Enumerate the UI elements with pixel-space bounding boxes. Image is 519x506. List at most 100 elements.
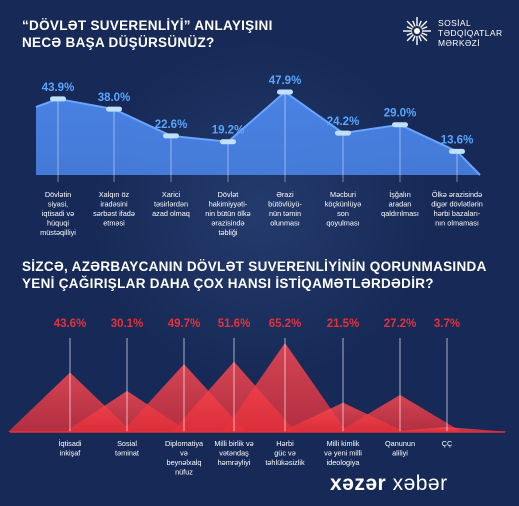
background-glow: [90, 40, 430, 380]
logo: SOSİAL TƏDQİQATLAR MƏRKƏZİ: [402, 16, 512, 50]
logo-ray: [420, 20, 428, 28]
area-category-label: Ölkə ərazisində: [432, 190, 482, 199]
area-category-label: təbliği: [218, 228, 237, 237]
triangle-category-label: Qanunun: [385, 439, 415, 448]
area-category-label: etməsi: [103, 219, 125, 228]
triangle-category-label: nüfuz: [175, 468, 193, 477]
triangle-category-label: Diplomatiya: [165, 439, 204, 448]
area-category-label: hakimiyyəti-: [209, 200, 248, 209]
logo-ray: [418, 35, 422, 42]
question-2-line-2: YENİ ÇAĞIRIŞLAR DAHA ÇOX HANSI İSTİQAMƏT…: [22, 276, 434, 291]
logo-ray: [421, 26, 428, 30]
triangle-value-label: 43.6%: [54, 318, 87, 330]
triangle-category-label: və: [180, 449, 188, 458]
logo-ray: [420, 34, 428, 42]
brand-part-2: xəbər: [392, 472, 448, 495]
area-point-marker: [50, 96, 66, 102]
area-value-label: 22.6%: [155, 119, 188, 131]
area-value-label: 29.0%: [384, 108, 417, 120]
area-point-marker: [335, 130, 351, 136]
triangle-category-label: həmrəyliyi: [218, 458, 251, 467]
logo-ray: [418, 20, 422, 27]
triangle-category-label: aliliyi: [392, 449, 408, 458]
area-category-label: hüquqi: [47, 219, 69, 228]
brand-part-1: xəzər: [330, 472, 387, 495]
area-category-label: nün təmin: [269, 209, 301, 218]
area-value-label: 24.2%: [327, 116, 360, 128]
question-2-title: SİZCƏ, AZƏRBAYCANIN DÖVLƏT SUVERENLİYİNİ…: [22, 258, 487, 292]
area-category-label: təsirlərdən: [154, 200, 188, 209]
logo-ray: [412, 35, 416, 42]
area-value-label: 43.9%: [42, 82, 75, 94]
area-category-label: Ərazi: [276, 190, 294, 199]
triangle-category-label: ideologiya: [327, 458, 361, 467]
area-category-label: ərazisində: [211, 219, 244, 228]
footer-brand: xəzər xəbər: [330, 472, 448, 496]
area-category-label: aradan: [389, 200, 412, 209]
radial-star-logo-icon: [403, 17, 431, 45]
area-category-label: Məcburi: [330, 190, 356, 199]
question-2-line-1: SİZCƏ, AZƏRBAYCANIN DÖVLƏT SUVERENLİYİNİ…: [22, 259, 487, 274]
triangle-value-label: 30.1%: [111, 318, 144, 330]
area-category-label: köçkünlüyə: [325, 200, 362, 209]
area-point-marker: [277, 89, 293, 95]
logo-line-3: MƏRKƏZİ: [438, 38, 481, 48]
area-category-label: nın olmaması: [435, 219, 479, 228]
triangle-value-label: 49.7%: [168, 318, 201, 330]
area-category-label: azad olmaq: [152, 209, 190, 218]
area-category-label: digər dövlətlərin: [431, 200, 483, 209]
area-category-label: müstəqilliyi: [40, 228, 76, 237]
question-1-line-1: “DÖVLƏT SUVERENLİYİ” ANLAYIŞINI: [22, 18, 273, 33]
triangle-category-label: təminat: [115, 449, 139, 458]
question-1-line-2: NECƏ BAŞA DÜŞÜRSÜNÜZ?: [22, 35, 215, 50]
triangle-category-label: beynəlxalq: [167, 458, 202, 467]
area-point-marker: [392, 122, 408, 128]
area-category-label: Dövlətin: [45, 190, 71, 199]
area-category-label: İşğalın: [389, 190, 411, 199]
area-fill: [36, 92, 480, 175]
logo-ray: [406, 34, 414, 42]
area-category-label: siyasi,: [48, 200, 68, 209]
logo-ray: [406, 20, 414, 28]
area-category-label: Dövlət: [218, 190, 239, 199]
triangle-category-label: Hərbi: [276, 439, 294, 448]
area-value-label: 19.2%: [212, 125, 245, 137]
area-category-label: Xalqın öz: [99, 190, 130, 199]
area-category-label: iqtisadi və: [42, 209, 74, 218]
area-category-label: sərbəst ifadə: [93, 209, 135, 218]
triangle-category-label: Milli birlik və: [214, 439, 253, 448]
logo-line-1: SOSİAL: [438, 18, 472, 28]
triangle-value-label: 27.2%: [384, 318, 417, 330]
triangle-category-label: güc və: [274, 449, 296, 458]
area-category-label: son: [337, 209, 349, 218]
question-1-title: “DÖVLƏT SUVERENLİYİ” ANLAYIŞINI NECƏ BAŞ…: [22, 17, 273, 51]
area-category-label: iradəsini: [100, 200, 128, 209]
triangle-category-label: İqtisadi: [58, 439, 81, 448]
logo-ray: [406, 32, 413, 36]
area-category-label: qoyulması: [326, 219, 359, 228]
area-point-marker: [449, 148, 465, 154]
area-line: [35, 90, 481, 176]
triangle-category-label: təhlükəsizlik: [265, 458, 305, 467]
triangle-category-label: inkişaf: [60, 449, 82, 458]
triangle-value-label: 51.6%: [218, 318, 251, 330]
area-point-marker: [220, 139, 236, 145]
triangle-category-label: Milli kimlik: [327, 439, 360, 448]
area-category-label: bütövlüyü-: [268, 200, 302, 209]
area-value-label: 38.0%: [98, 92, 131, 104]
area-category-label: Xarici: [162, 190, 181, 199]
logo-line-2: TƏDQİQATLAR: [438, 28, 503, 38]
logo-ray: [406, 26, 413, 30]
logo-ray: [421, 32, 428, 36]
triangle-category-label: vətəndaş: [219, 449, 249, 458]
area-value-label: 13.6%: [441, 134, 474, 146]
logo-ray: [412, 20, 416, 27]
triangle-value-label: 3.7%: [434, 318, 460, 330]
area-category-label: olunması: [270, 219, 300, 228]
area-category-label: qaldırılması: [381, 209, 419, 218]
area-point-marker: [163, 133, 179, 139]
triangle-category-label: və yeni milli: [324, 449, 362, 458]
area-point-marker: [106, 106, 122, 112]
triangle-value-label: 65.2%: [269, 318, 302, 330]
